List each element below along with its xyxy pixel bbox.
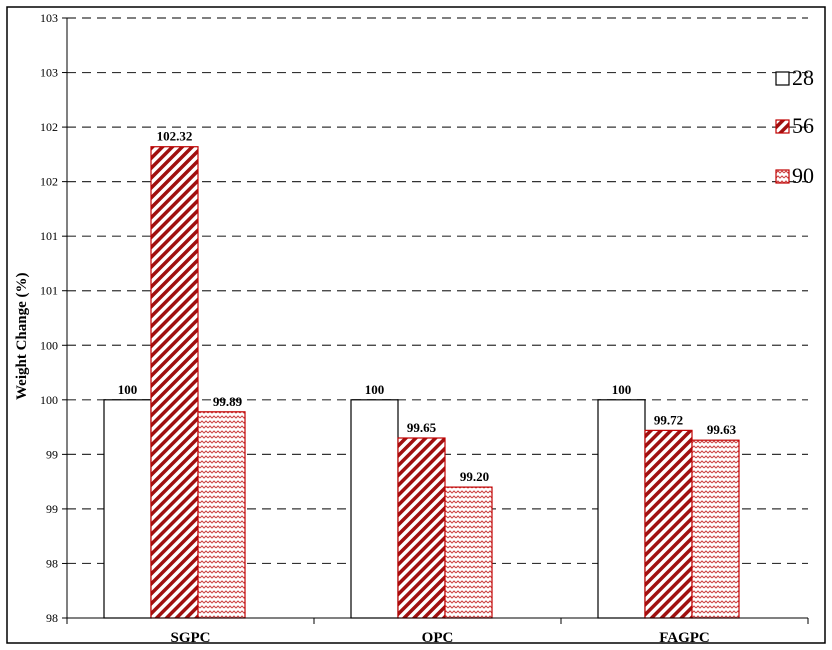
data-label: 100 [612, 382, 632, 397]
y-tick-label: 99 [46, 502, 58, 516]
data-label: 99.63 [707, 422, 737, 437]
y-tick-label: 102 [40, 120, 58, 134]
y-tick-label: 100 [40, 393, 58, 407]
y-tick-label: 102 [40, 175, 58, 189]
bar-sgpc-56 [150, 146, 199, 619]
y-tick-label: 98 [46, 611, 58, 625]
data-label: 99.65 [407, 420, 437, 435]
y-tick-label: 98 [46, 556, 58, 570]
y-tick-label: 103 [40, 11, 58, 25]
y-tick-label: 99 [46, 447, 58, 461]
bar-sgpc-90 [197, 411, 246, 619]
data-labels: 100 102.32 99.89 100 99.65 99.20 100 99.72 99.63 [118, 129, 737, 484]
data-label: 99.20 [460, 469, 489, 484]
y-axis-ticks: 98 98 99 99 100 100 101 101 102 102 103 103 [40, 11, 67, 625]
y-tick-label: 101 [40, 284, 58, 298]
bar-opc-28 [350, 399, 399, 619]
category-label: SGPC [170, 630, 210, 646]
category-label: OPC [422, 630, 454, 646]
category-label: FAGPC [659, 630, 710, 646]
y-tick-label: 103 [40, 66, 58, 80]
legend-swatch [775, 169, 790, 184]
legend-label: 56 [792, 113, 814, 138]
bar-fagpc-56 [644, 429, 693, 619]
bar-fagpc-28 [597, 399, 646, 619]
bar-opc-56 [397, 437, 446, 619]
bar-opc-90 [444, 486, 493, 619]
legend-label: 90 [792, 163, 814, 188]
bar-sgpc-28 [103, 399, 152, 619]
data-label: 99.89 [213, 394, 243, 409]
axes [66, 18, 809, 624]
data-label: 99.72 [654, 412, 683, 427]
legend-swatch [775, 119, 790, 134]
category-labels: SGPC OPC FAGPC [170, 630, 709, 646]
y-axis-title: Weight Change (%) [14, 272, 30, 400]
legend-swatch [775, 71, 790, 86]
chart-frame [6, 6, 826, 644]
data-label: 100 [365, 382, 385, 397]
y-tick-label: 100 [40, 338, 58, 352]
data-label: 102.32 [157, 129, 193, 144]
bars [103, 146, 740, 619]
bar-fagpc-90 [691, 439, 740, 619]
legend-label: 28 [792, 65, 814, 90]
data-label: 100 [118, 382, 138, 397]
legend: 28 56 90 [775, 65, 814, 188]
y-tick-label: 101 [40, 229, 58, 243]
